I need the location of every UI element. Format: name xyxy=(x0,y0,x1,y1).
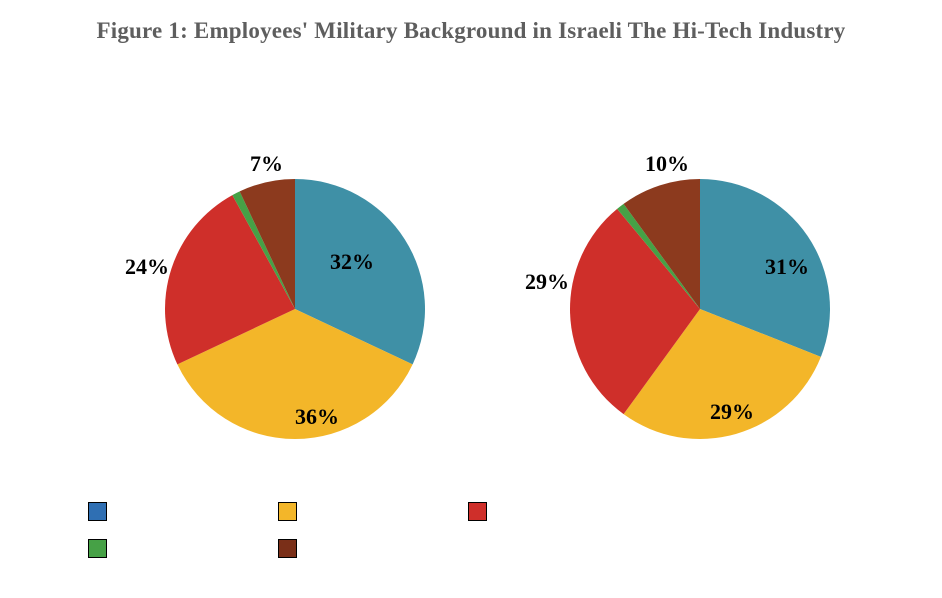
figure-title: Figure 1: Employees' Military Background… xyxy=(0,0,942,44)
charts-row: 32% 36% 24% 7% 31% 29% 29% 10% xyxy=(0,44,942,444)
legend-item-0-2 xyxy=(468,502,658,521)
legend-swatch xyxy=(468,502,487,521)
pie-right-label-1: 29% xyxy=(710,399,754,425)
pie-right: 31%29%29%10% xyxy=(570,179,830,439)
legend-row-0 xyxy=(88,502,848,521)
legend-item-0-0 xyxy=(88,502,278,521)
pie-right-svg xyxy=(570,179,830,439)
legend-swatch xyxy=(278,502,297,521)
pie-right-label-2: 29% xyxy=(525,269,569,295)
pie-right-label-0: 31% xyxy=(765,254,809,280)
pie-left: 32%36%24%7% xyxy=(165,179,425,439)
pie-left-label-1: 36% xyxy=(295,404,339,430)
pie-left-label-0: 32% xyxy=(330,249,374,275)
legend-swatch xyxy=(88,539,107,558)
legend-swatch xyxy=(278,539,297,558)
legend-row-1 xyxy=(88,539,848,558)
legend-item-1-0 xyxy=(88,539,278,558)
pie-left-svg xyxy=(165,179,425,439)
pie-right-label-4: 10% xyxy=(645,151,689,177)
legend xyxy=(88,502,848,576)
pie-left-label-4: 7% xyxy=(250,151,283,177)
legend-item-0-1 xyxy=(278,502,468,521)
legend-item-1-1 xyxy=(278,539,468,558)
legend-swatch xyxy=(88,502,107,521)
pie-left-label-2: 24% xyxy=(125,254,169,280)
